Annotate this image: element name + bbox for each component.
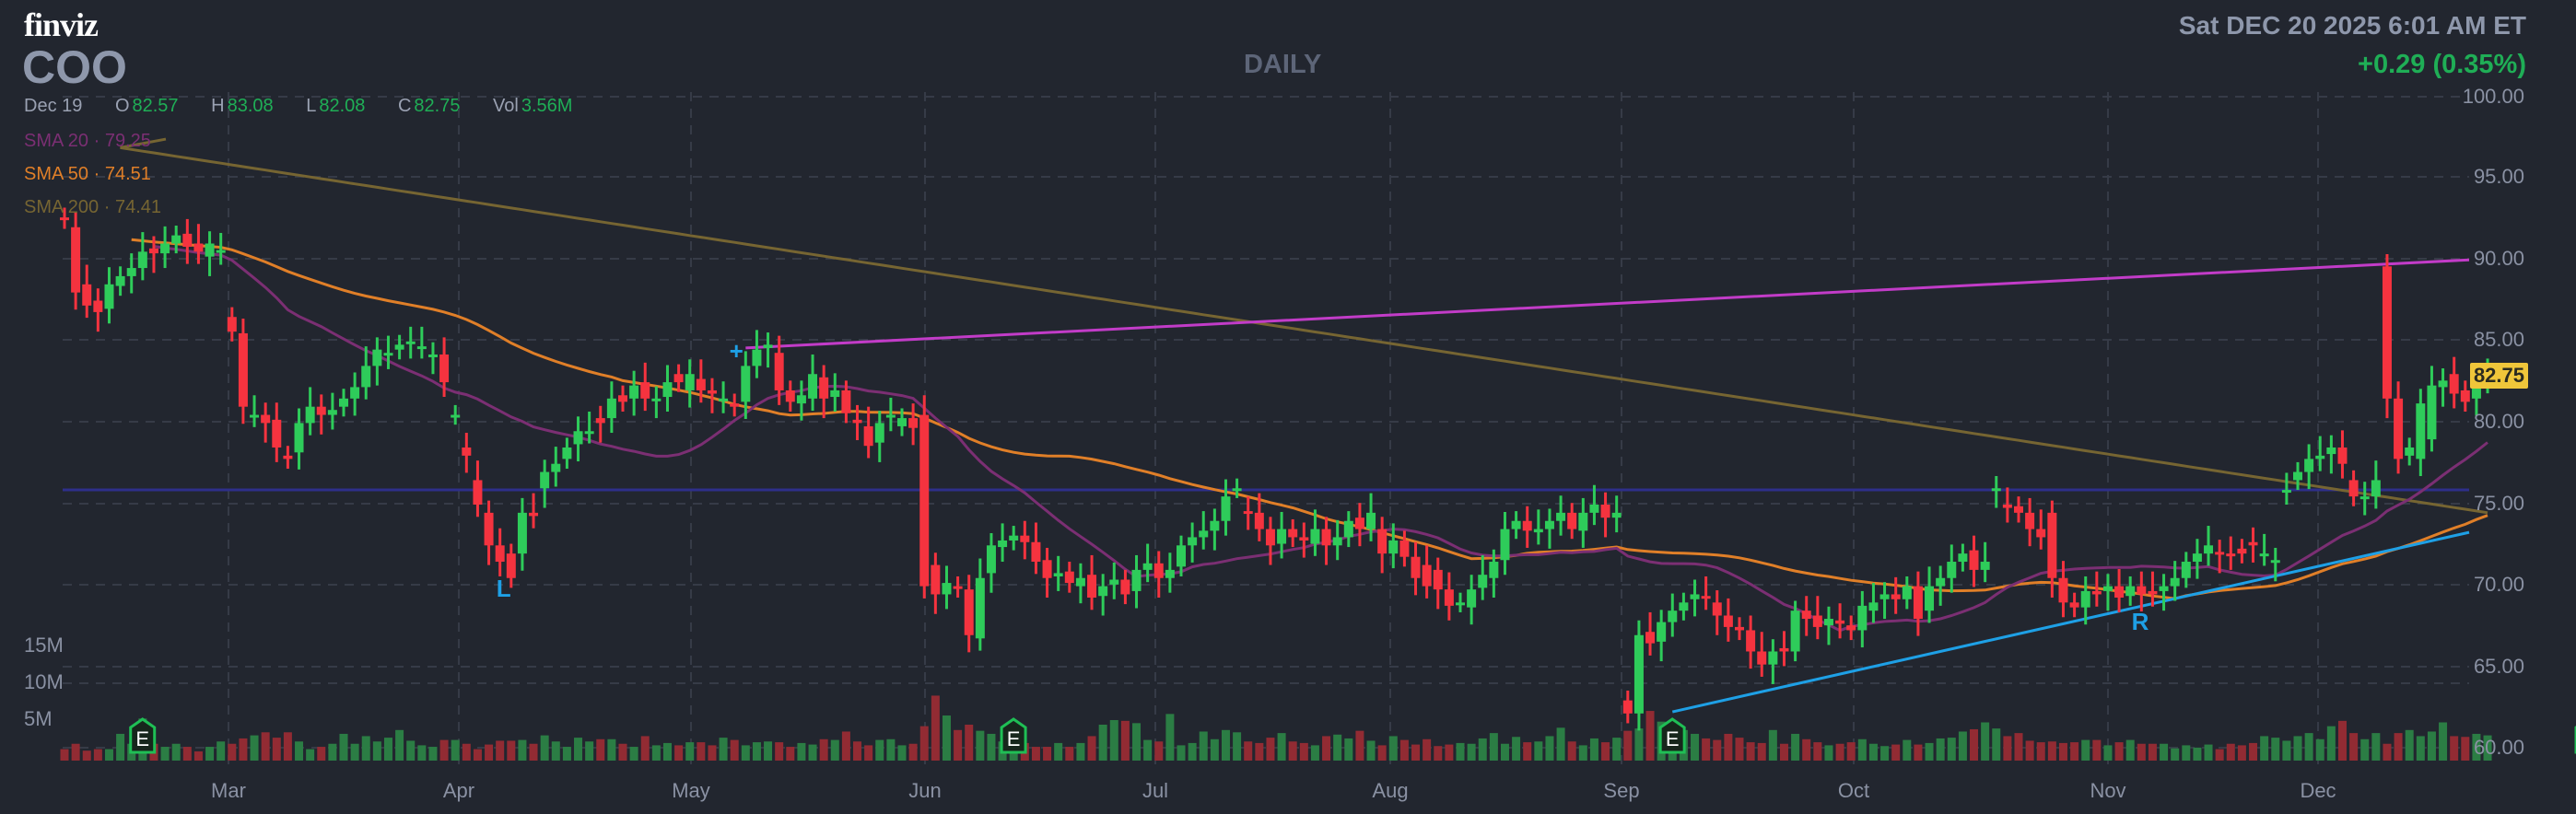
- price-tick-label: 85.00: [2473, 328, 2524, 351]
- volume-tick-label: 10M: [24, 670, 64, 693]
- low-label: L: [306, 96, 317, 116]
- date-tick-label: May: [672, 779, 710, 802]
- sma200-value: 74.41: [114, 197, 162, 217]
- legend-sma200[interactable]: SMA 200 · 74.41: [24, 197, 162, 217]
- ticker-symbol: COO: [22, 41, 127, 93]
- ohlc-readout: Dec 19 O 82.57 H 83.08 L 82.08 C 82.75 Vol 3.…: [24, 96, 572, 117]
- date-tick-label: Oct: [1837, 779, 1870, 802]
- date-tick-label: Sep: [1603, 779, 1640, 802]
- sma50-label: SMA 50: [24, 164, 89, 184]
- price-tick-label: 100.00: [2462, 85, 2524, 108]
- date-tick-label: Dec: [2300, 779, 2336, 802]
- low-value: 82.08: [319, 96, 366, 116]
- close-value: 82.75: [414, 96, 461, 116]
- sma200-label: SMA 200: [24, 197, 100, 217]
- svg-text:R: R: [2132, 608, 2149, 635]
- price-tick-label: 75.00: [2473, 492, 2524, 515]
- price-change: +0.29 (0.35%): [2358, 50, 2526, 79]
- svg-text:+: +: [730, 337, 744, 365]
- earnings-marker: E: [129, 717, 157, 754]
- price-tick-label: 60.00: [2473, 736, 2524, 759]
- finviz-logo[interactable]: finviz: [24, 6, 99, 43]
- last-price-tag: 82.75: [2469, 363, 2528, 389]
- svg-text:E: E: [1666, 727, 1680, 750]
- svg-text:E: E: [1007, 727, 1021, 750]
- open-label: O: [114, 96, 130, 116]
- volume-label: Vol: [493, 96, 519, 116]
- high-value: 83.08: [227, 96, 274, 116]
- volume-tick-label: 5M: [24, 707, 53, 730]
- volume-value: 3.56M: [521, 96, 573, 116]
- close-label: C: [397, 96, 412, 116]
- legend-sma20[interactable]: SMA 20 · 79.25: [24, 131, 151, 151]
- date-tick-label: Nov: [2090, 779, 2126, 802]
- svg-text:E: E: [135, 727, 149, 750]
- period-label: DAILY: [1244, 50, 1322, 79]
- sma20-value: 79.25: [104, 131, 151, 151]
- date-tick-label: Jul: [1142, 779, 1169, 802]
- high-label: H: [211, 96, 225, 116]
- svg-text:L: L: [497, 575, 511, 602]
- date-tick-label: Mar: [211, 779, 246, 802]
- datetime: Sat DEC 20 2025 6:01 AM ET: [2178, 11, 2526, 40]
- open-value: 82.57: [132, 96, 179, 116]
- price-tick-label: 80.00: [2473, 410, 2524, 433]
- price-tick-label: 90.00: [2473, 247, 2524, 270]
- price-tick-label: 95.00: [2473, 165, 2524, 188]
- price-tick-label: 65.00: [2473, 655, 2524, 678]
- sma20-label: SMA 20: [24, 131, 89, 151]
- date-tick-label: Jun: [908, 779, 942, 802]
- ohlc-date: Dec 19: [24, 96, 83, 116]
- price-tick-label: 70.00: [2473, 573, 2524, 596]
- date-tick-label: Apr: [442, 779, 475, 802]
- legend-sma50[interactable]: SMA 50 · 74.51: [24, 164, 151, 184]
- earnings-marker: E: [1658, 717, 1686, 754]
- volume-tick-label: 15M: [24, 634, 64, 657]
- earnings-marker: E: [1000, 717, 1027, 754]
- date-tick-label: Aug: [1372, 779, 1409, 802]
- sma50-value: 74.51: [104, 164, 151, 184]
